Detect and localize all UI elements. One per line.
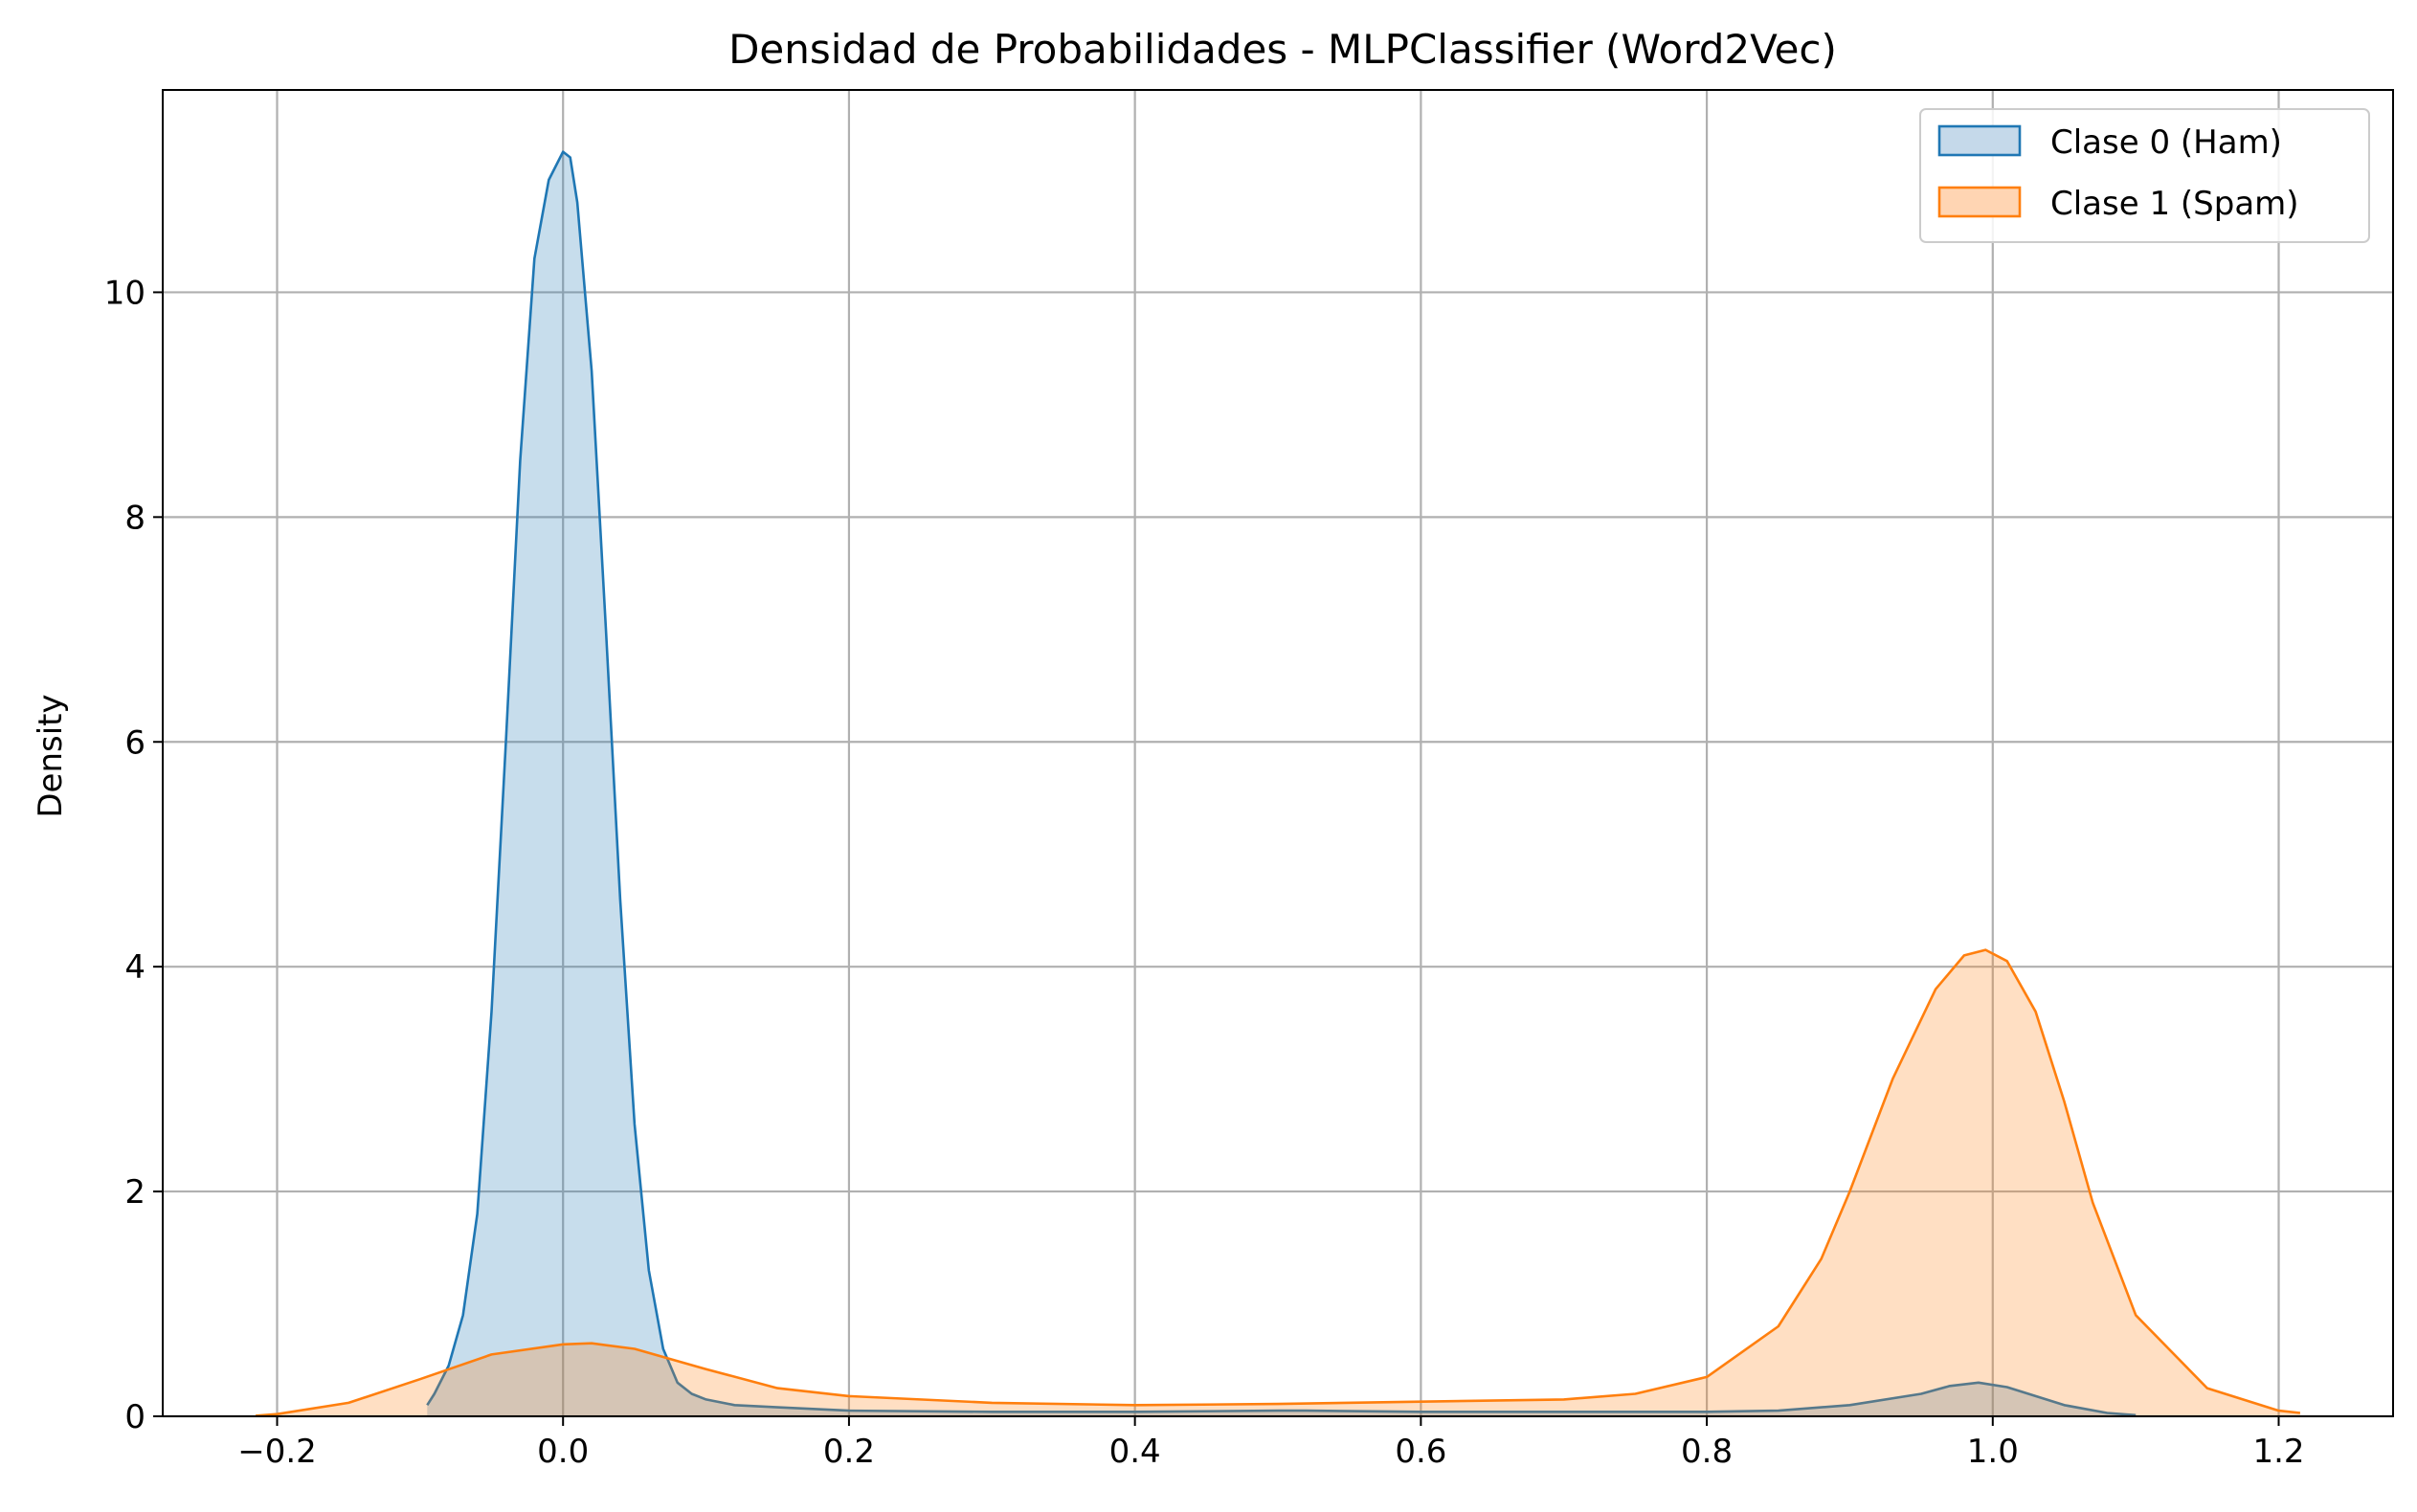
legend: Clase 0 (Ham) Clase 1 (Spam) <box>1919 108 2370 243</box>
axis-ticks: −0.2 0.0 0.2 0.4 0.6 0.8 1.0 1.2 0 2 4 6 8 10 <box>104 274 2305 1471</box>
y-axis-label: Density <box>32 694 70 817</box>
series-1-line <box>256 948 2301 1417</box>
x-tick-label: −0.2 <box>237 1433 317 1471</box>
x-tick-label: 0.6 <box>1395 1433 1446 1471</box>
x-tick-label: 0.2 <box>823 1433 875 1471</box>
chart-title: Densidad de Probabilidades - MLPClassifi… <box>728 26 1837 73</box>
y-tick-label: 2 <box>124 1173 145 1212</box>
legend-swatch-0 <box>1937 124 2022 157</box>
y-tick-label: 6 <box>124 723 145 762</box>
y-tick-label: 4 <box>124 948 145 987</box>
series-layer <box>256 150 2301 1417</box>
series-0-area <box>427 151 2137 1417</box>
series-1-area <box>256 949 2300 1416</box>
x-tick-label: 0.4 <box>1109 1433 1161 1471</box>
y-tick-label: 0 <box>124 1398 145 1436</box>
x-tick-label: 1.0 <box>1967 1433 2019 1471</box>
x-tick-label: 1.2 <box>2252 1433 2304 1471</box>
y-tick-label: 8 <box>124 499 145 537</box>
legend-label-0: Clase 0 (Ham) <box>2050 123 2282 162</box>
legend-box <box>1919 108 2370 243</box>
grid-lines <box>163 90 2393 1418</box>
y-tick-label: 10 <box>104 274 145 312</box>
legend-label-1: Clase 1 (Spam) <box>2050 185 2299 223</box>
x-tick-label: 0.0 <box>537 1433 589 1471</box>
plot-area-frame <box>162 89 2394 1417</box>
legend-swatch-1 <box>1937 186 2022 218</box>
series-0-line <box>426 150 2137 1417</box>
x-tick-label: 0.8 <box>1681 1433 1733 1471</box>
